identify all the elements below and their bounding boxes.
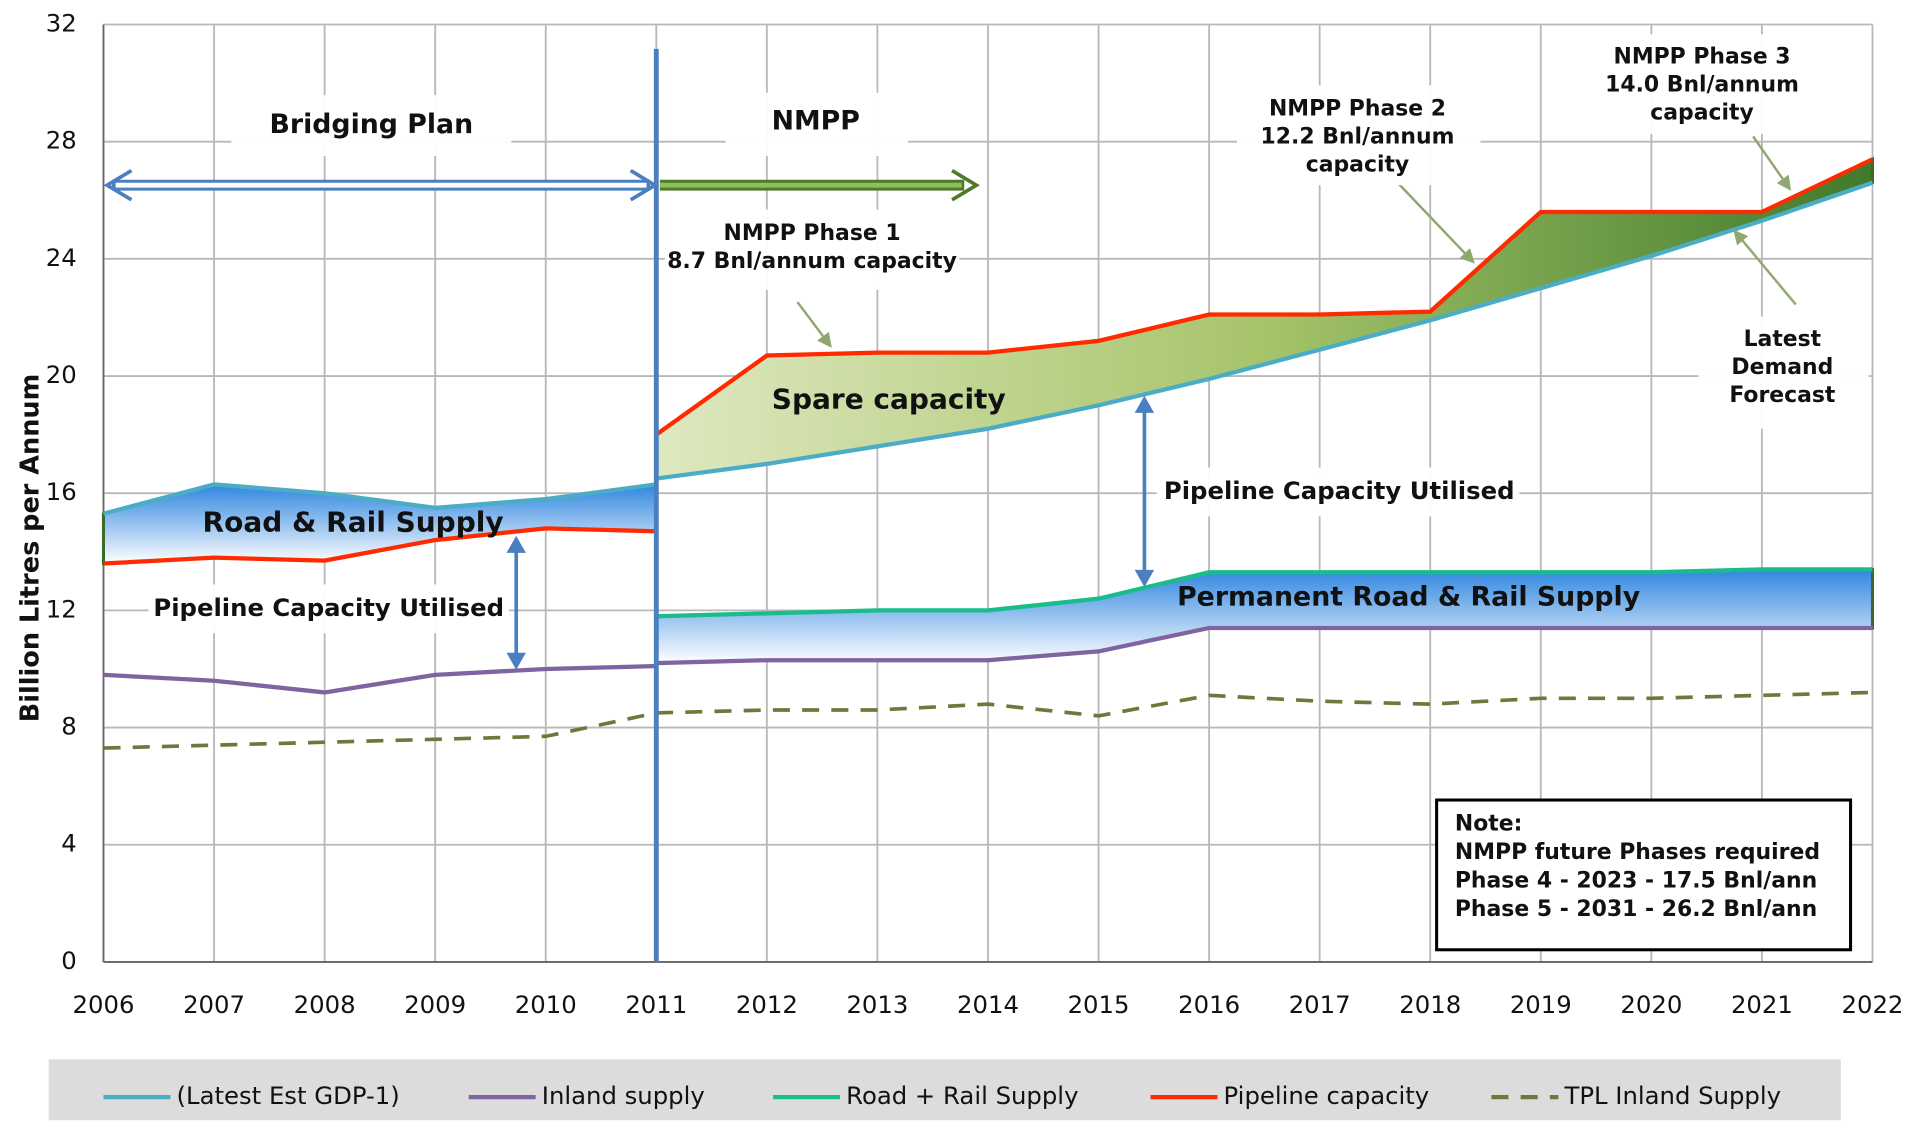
legend-label: Inland supply [542, 1081, 705, 1110]
note-box [1435, 798, 1853, 952]
pointer [1733, 229, 1797, 306]
series-line [103, 157, 1874, 566]
label-box [1698, 316, 1869, 429]
label-box [1580, 34, 1824, 135]
series-line [103, 690, 1873, 750]
series-line [102, 180, 1874, 516]
label-box [231, 95, 512, 156]
label-box [725, 92, 909, 156]
series-line [103, 625, 1873, 695]
label-box [664, 209, 960, 290]
annotation: Permanent Road & Rail Supply [1177, 581, 1640, 612]
legend-label: Road + Rail Supply [846, 1081, 1078, 1110]
x-tick-label: 2020 [1620, 990, 1682, 1019]
legend-label: Pipeline capacity [1224, 1081, 1430, 1110]
annotation: 8.7 Bnl/annum capacity [667, 249, 957, 274]
note-text: NMPP future Phases required [1455, 840, 1820, 865]
annotation: NMPP Phase 3 [1613, 44, 1790, 69]
annotation: Demand [1731, 355, 1833, 380]
y-tick-label: 28 [46, 126, 77, 155]
pointer [1396, 181, 1475, 264]
pointer [1752, 135, 1792, 191]
x-tick-label: 2019 [1510, 990, 1572, 1019]
x-tick-label: 2015 [1068, 990, 1130, 1019]
legend-label: (Latest Est GDP-1) [177, 1081, 400, 1110]
x-tick-label: 2013 [846, 990, 908, 1019]
note-text: Note: [1455, 811, 1522, 836]
x-tick-label: 2007 [183, 990, 245, 1019]
y-tick-label: 24 [46, 243, 77, 272]
y-tick-label: 12 [46, 594, 77, 623]
x-tick-label: 2017 [1289, 990, 1351, 1019]
x-tick-label: 2011 [625, 990, 687, 1019]
x-tick-label: 2009 [404, 990, 466, 1019]
x-tick-label: 2012 [736, 990, 798, 1019]
annotation: capacity [1306, 153, 1409, 178]
series-line [656, 567, 1873, 619]
legend-label: TPL Inland Supply [1563, 1081, 1781, 1110]
annotation: NMPP Phase 2 [1269, 97, 1446, 122]
legend-box [48, 1059, 1841, 1121]
pointer [796, 301, 832, 348]
y-tick-label: 8 [61, 712, 76, 741]
x-tick-label: 2008 [294, 990, 356, 1019]
arrow-head [629, 169, 659, 202]
annotation: Latest [1744, 327, 1822, 352]
y-tick-label: 4 [61, 829, 76, 858]
y-tick-label: 20 [46, 360, 77, 389]
annotation: capacity [1650, 100, 1753, 125]
label-box [1156, 467, 1520, 517]
x-tick-label: 2010 [515, 990, 577, 1019]
note-text: Phase 4 - 2023 - 17.5 Bnl/ann [1455, 869, 1817, 894]
annotation: Pipeline Capacity Utilised [153, 593, 504, 622]
arrow-head [951, 169, 980, 202]
y-tick-label: 16 [46, 477, 77, 506]
annotation: NMPP Phase 1 [724, 221, 901, 246]
y-axis-label: Billion Litres per Annum [16, 374, 46, 722]
label-box [1236, 85, 1481, 186]
x-tick-label: 2014 [957, 990, 1019, 1019]
x-tick-label: 2021 [1731, 990, 1793, 1019]
x-tick-label: 2022 [1842, 990, 1904, 1019]
annotation: 14.0 Bnl/annum [1605, 72, 1799, 97]
y-tick-label: 32 [46, 8, 77, 37]
x-tick-label: 2006 [73, 990, 135, 1019]
area-fill [654, 156, 1874, 481]
annotation: Forecast [1729, 383, 1835, 408]
x-tick-label: 2016 [1178, 990, 1240, 1019]
annotation: Bridging Plan [269, 109, 473, 140]
y-tick-label: 0 [61, 946, 76, 975]
note-text: Phase 5 - 2031 - 26.2 Bnl/ann [1455, 897, 1817, 922]
annotation: Spare capacity [772, 383, 1006, 416]
annotation: 12.2 Bnl/annum [1261, 125, 1455, 150]
annotation: NMPP [772, 105, 860, 136]
arrow-head [103, 169, 133, 202]
x-tick-label: 2018 [1399, 990, 1461, 1019]
annotation: Road & Rail Supply [203, 506, 504, 539]
annotation: Pipeline Capacity Utilised [1164, 476, 1515, 505]
label-box [148, 584, 509, 634]
